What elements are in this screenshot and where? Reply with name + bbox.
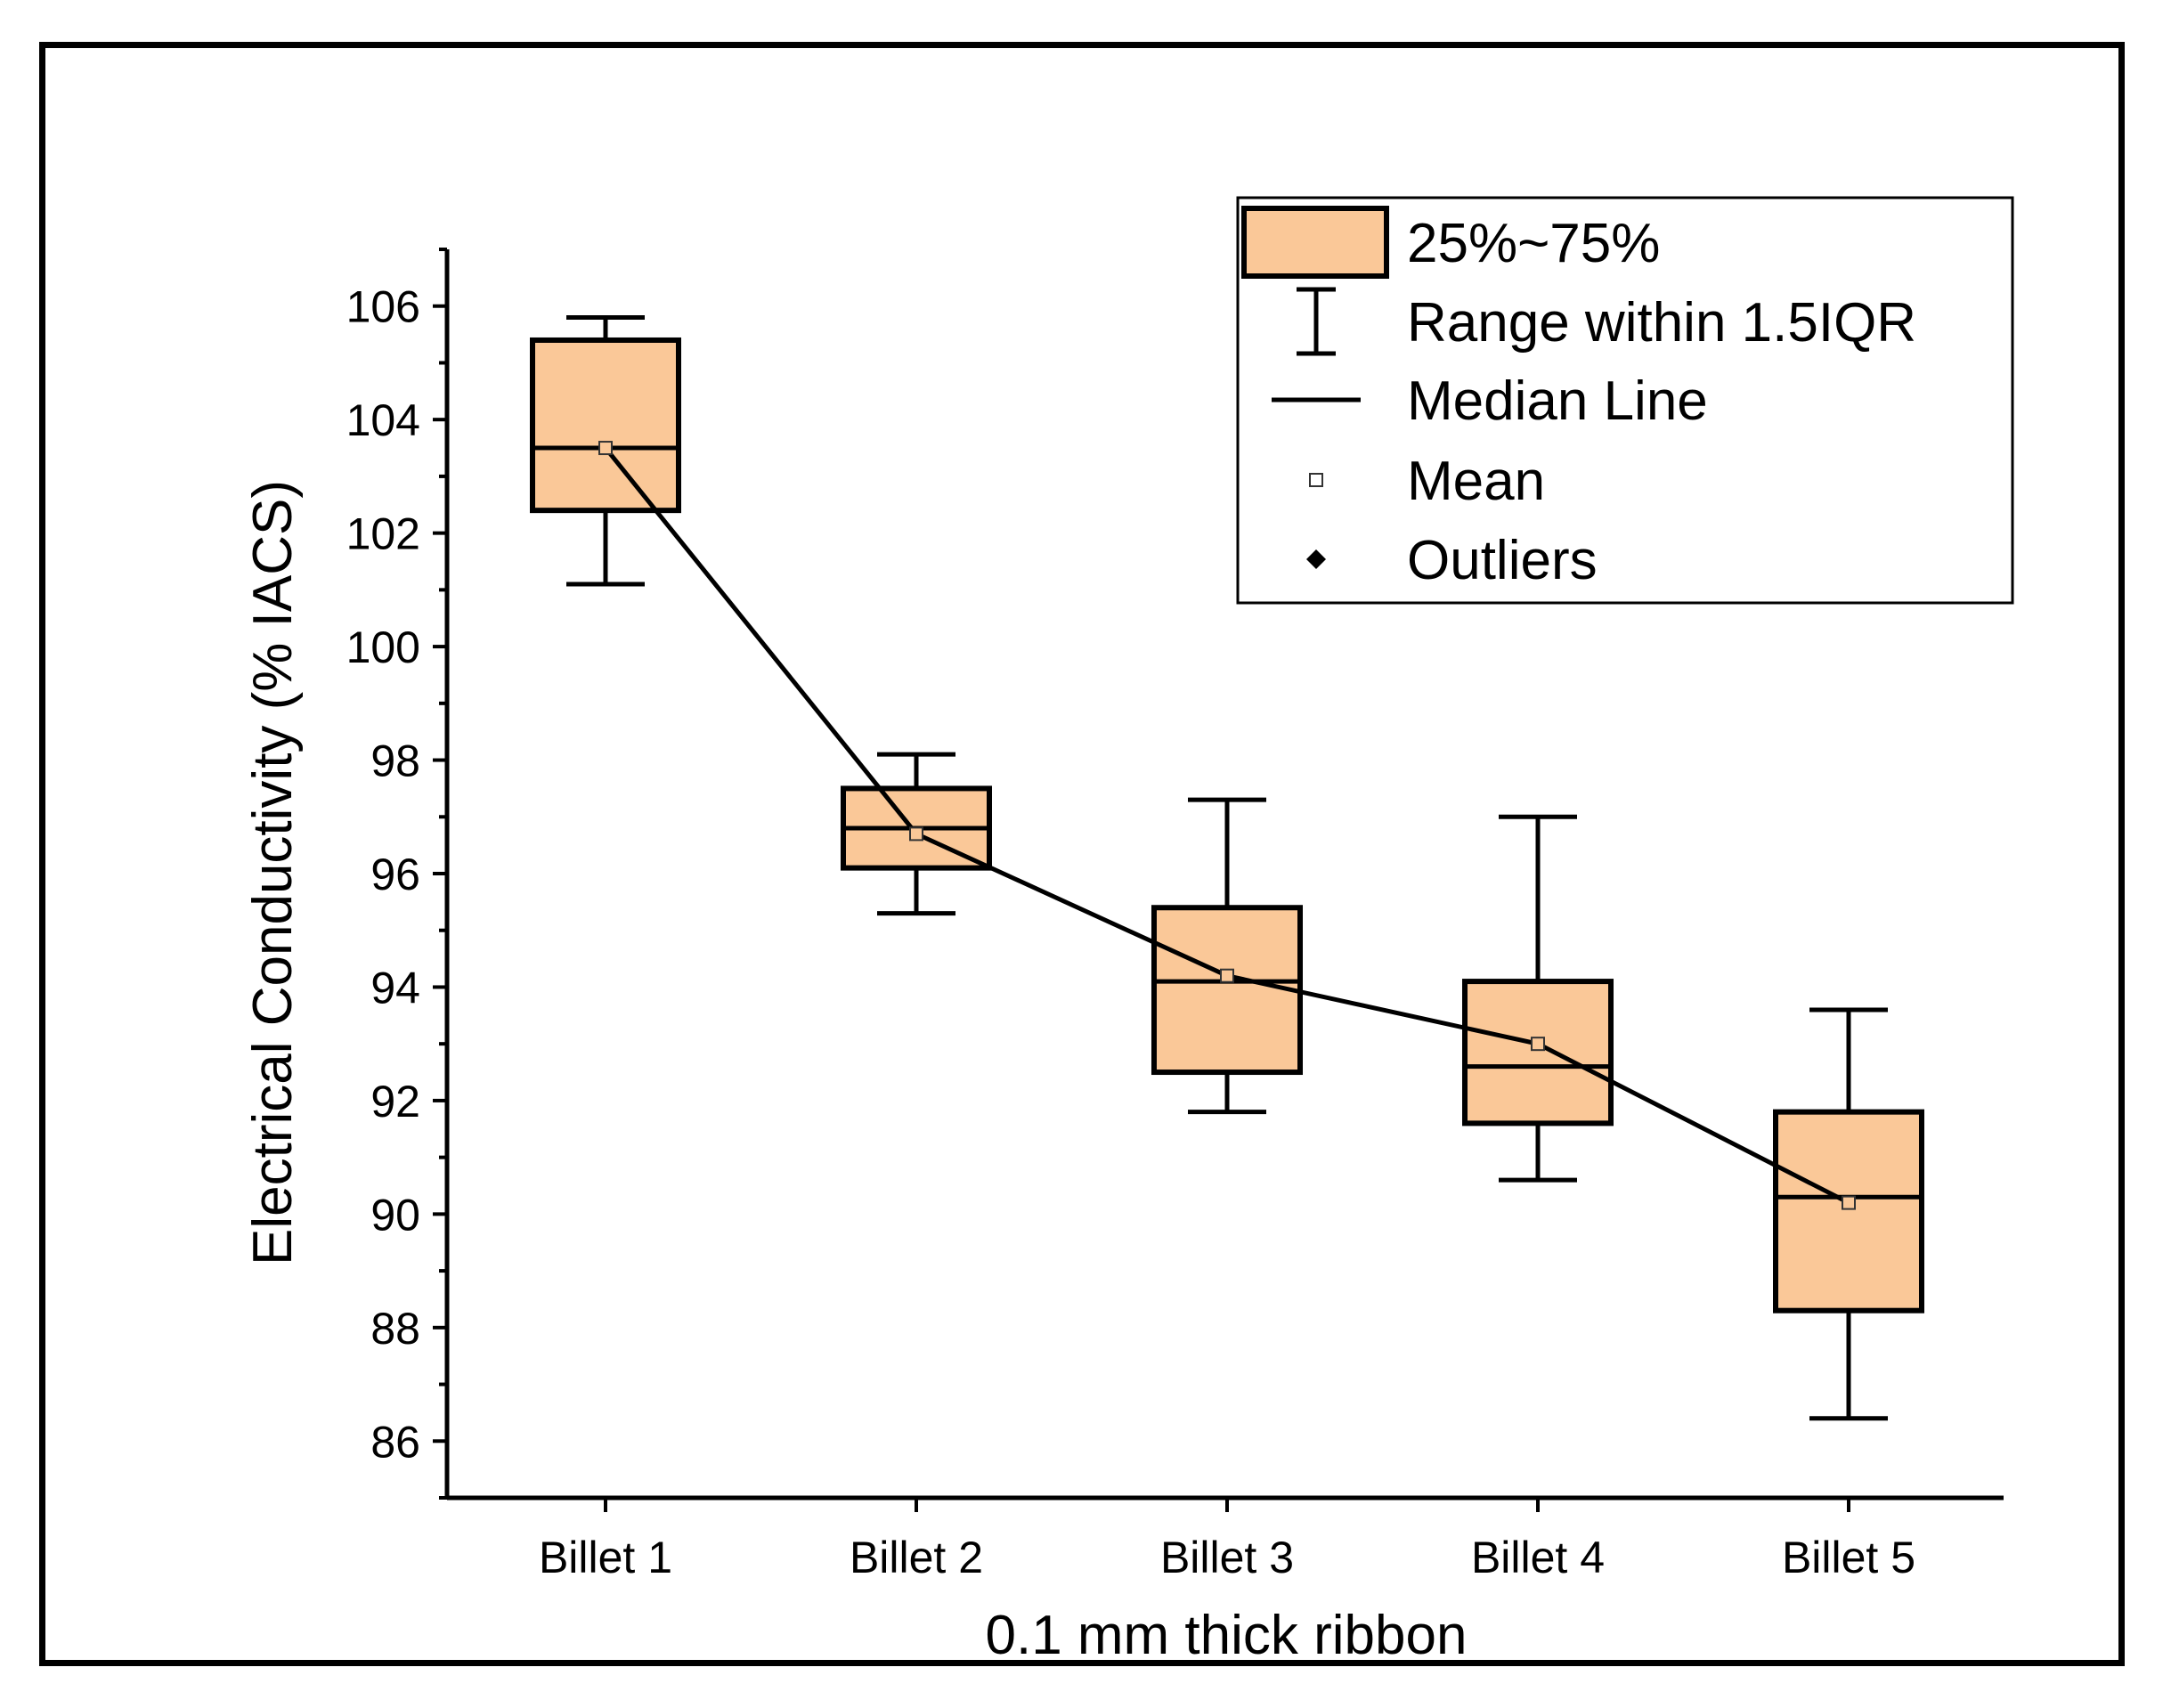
box-3 — [1151, 797, 1303, 1115]
y-tick-label: 102 — [346, 509, 420, 559]
iqr-box — [1151, 905, 1303, 1076]
figure-frame — [39, 42, 2125, 1666]
iqr-box — [1462, 979, 1614, 1126]
x-tick-label: Billet 3 — [1160, 1533, 1294, 1582]
legend-label: Outliers — [1407, 530, 1598, 591]
y-axis: 86 88 90 92 94 96 98 100 102 104 106 — [346, 248, 450, 1500]
legend: 25%~75% Range within 1.5IQR Median Line Mea… — [1236, 196, 2014, 605]
mean-marker — [1220, 968, 1234, 983]
legend-box-symbol — [1241, 206, 1389, 279]
x-tick-label: Billet 1 — [539, 1533, 672, 1582]
box-5 — [1773, 1007, 1924, 1421]
x-axis: Billet 1 Billet 2 Billet 3 Billet 4 Billet 5 — [447, 1495, 2004, 1582]
x-tick-label: Billet 2 — [850, 1533, 983, 1582]
x-tick-label: Billet 5 — [1782, 1533, 1915, 1582]
y-axis-label: Electrical Conductivity (% IACS) — [242, 480, 304, 1265]
mean-marker — [1531, 1037, 1545, 1052]
y-tick-label: 100 — [346, 622, 420, 672]
iqr-box — [530, 337, 681, 514]
legend-item-5: Outliers — [1306, 530, 1598, 591]
y-tick-label: 86 — [370, 1417, 420, 1467]
box-series — [530, 314, 1924, 1421]
mean-marker — [909, 826, 923, 842]
y-tick-label: 106 — [346, 282, 420, 332]
legend-item-1: 25%~75% — [1241, 206, 1660, 279]
y-tick-label: 104 — [346, 395, 420, 445]
x-tick-label: Billet 4 — [1471, 1533, 1605, 1582]
x-axis-label: 0.1 mm thick ribbon — [986, 1605, 1468, 1666]
box-1 — [530, 314, 681, 587]
y-tick-label: 88 — [370, 1304, 420, 1354]
mean-connector — [598, 441, 1856, 1210]
y-tick-label: 98 — [370, 736, 420, 786]
legend-label: Range within 1.5IQR — [1407, 292, 1916, 354]
legend-item-2: Range within 1.5IQR — [1297, 287, 1916, 356]
legend-item-4: Mean — [1309, 451, 1545, 512]
legend-mean-symbol — [1309, 473, 1323, 487]
legend-label: Mean — [1407, 451, 1545, 512]
mean-marker — [1842, 1195, 1856, 1210]
iqr-box — [1773, 1109, 1924, 1314]
y-tick-label: 90 — [370, 1190, 420, 1240]
box-4 — [1462, 814, 1614, 1183]
y-tick-label: 92 — [370, 1077, 420, 1126]
mean-marker — [598, 441, 613, 456]
y-tick-label: 96 — [370, 850, 420, 899]
legend-item-3: Median Line — [1272, 370, 1708, 432]
legend-outlier-symbol — [1306, 549, 1326, 569]
legend-label: 25%~75% — [1407, 213, 1660, 274]
y-tick-label: 94 — [370, 963, 420, 1013]
legend-label: Median Line — [1407, 370, 1708, 432]
